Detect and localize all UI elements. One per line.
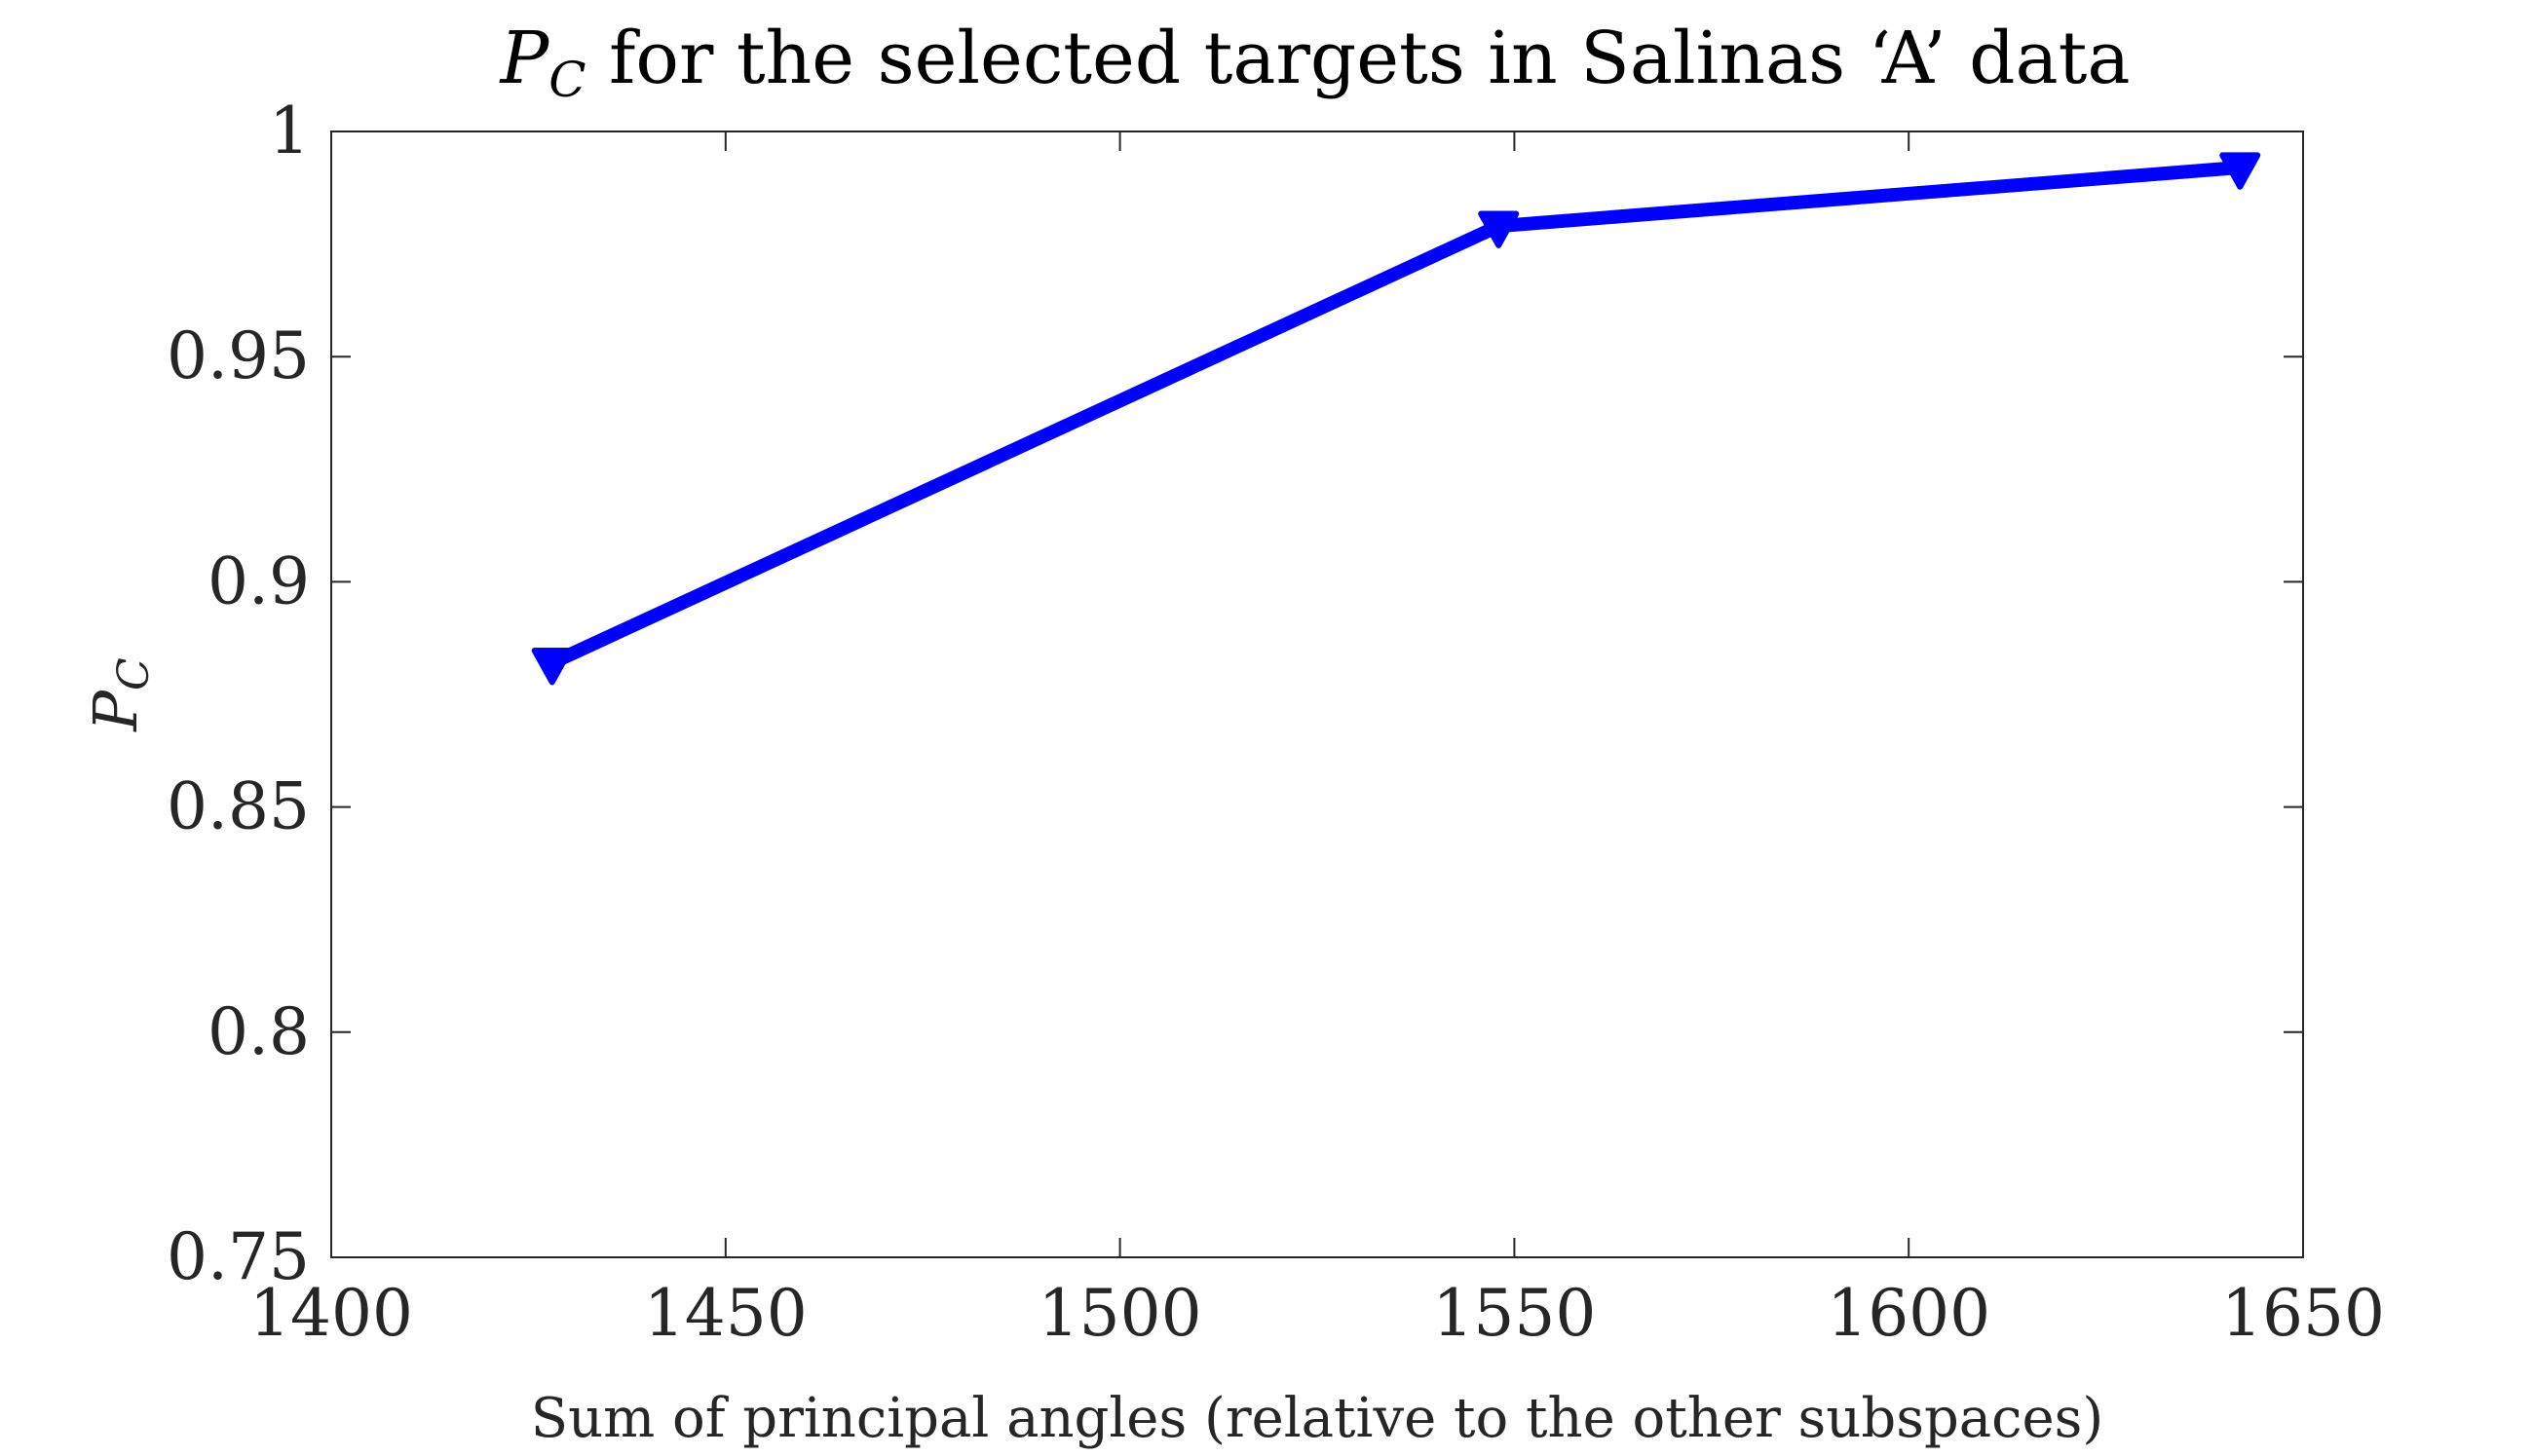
data-point-marker: [531, 648, 573, 686]
chart-title: PC for the selected targets in Salinas ‘…: [498, 17, 2130, 108]
x-tick-label: 1600: [1827, 1276, 1990, 1351]
y-tick-label: 0.85: [167, 769, 310, 844]
x-axis-label: Sum of principal angles (relative to the…: [531, 1387, 2104, 1450]
y-axis-label: PC: [80, 657, 159, 731]
y-label-symbol-subscript: C: [109, 657, 159, 691]
x-tick-label: 1450: [644, 1276, 808, 1351]
title-text: for the selected targets in Salinas ‘A’ …: [586, 17, 2131, 100]
y-tick-label: 1: [269, 93, 310, 168]
title-symbol-subscript: C: [548, 52, 586, 108]
data-point-marker: [2219, 152, 2261, 190]
plot-frame: [330, 131, 2304, 1258]
data-point-marker: [1478, 210, 1520, 248]
y-axis-ticks: 0.75 0.8 0.85 0.9 0.95 1: [167, 93, 2303, 1294]
x-tick-label: 1500: [1039, 1276, 1202, 1351]
x-tick-label: 1400: [249, 1276, 413, 1351]
y-label-symbol: P: [80, 690, 151, 732]
y-tick-label: 0.8: [208, 994, 310, 1069]
y-tick-label: 0.75: [167, 1219, 310, 1294]
x-tick-label: 1550: [1432, 1276, 1596, 1351]
y-tick-label: 0.9: [208, 543, 310, 618]
x-axis-ticks: 1400 1450 1500 1550 1600 1650: [249, 131, 2385, 1351]
title-symbol: P: [498, 17, 549, 100]
y-tick-label: 0.95: [167, 318, 310, 393]
x-tick-label: 1650: [2221, 1276, 2385, 1351]
series-layer: [531, 152, 2261, 686]
